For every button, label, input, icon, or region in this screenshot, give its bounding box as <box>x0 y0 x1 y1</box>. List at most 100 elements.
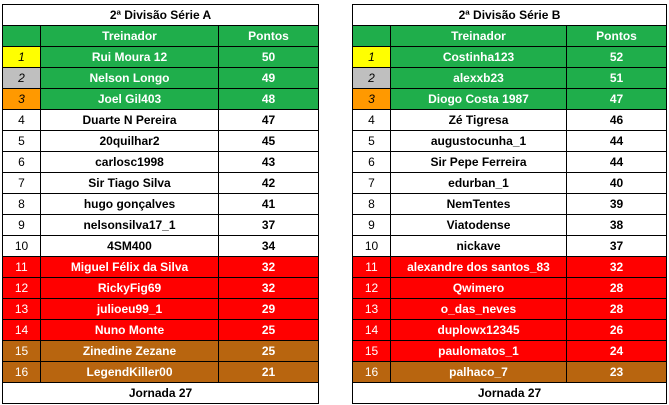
trainer-cell: Viatodense <box>390 214 567 236</box>
table-row: 12 RickyFig69 32 <box>2 277 320 299</box>
points-cell: 29 <box>217 298 320 320</box>
position-cell: 15 <box>352 340 391 362</box>
points-cell: 21 <box>217 361 320 383</box>
position-cell: 16 <box>352 361 391 383</box>
trainer-cell: Joel Gil403 <box>40 88 219 110</box>
table-row: 13 julioeu99_1 29 <box>2 298 320 320</box>
position-cell: 16 <box>2 361 41 383</box>
table-row: 14 duplowx12345 26 <box>352 319 668 341</box>
points-cell: 52 <box>565 46 668 68</box>
trainer-cell: alexxb23 <box>390 67 567 89</box>
trainer-cell: duplowx12345 <box>390 319 567 341</box>
points-cell: 48 <box>217 88 320 110</box>
table-row: 15 Zinedine Zezane 25 <box>2 340 320 362</box>
points-cell: 49 <box>217 67 320 89</box>
table-row: 10 nickave 37 <box>352 235 668 257</box>
trainer-cell: Zé Tigresa <box>390 109 567 131</box>
table-row: 16 LegendKiller00 21 <box>2 361 320 383</box>
trainer-cell: julioeu99_1 <box>40 298 219 320</box>
trainer-header: Treinador <box>40 25 219 47</box>
table-row: 11 Miguel Félix da Silva 32 <box>2 256 320 278</box>
table-row: 9 nelsonsilva17_1 37 <box>2 214 320 236</box>
table-row: 15 paulomatos_1 24 <box>352 340 668 362</box>
table-row: 4 Duarte N Pereira 47 <box>2 109 320 131</box>
table-row: 4 Zé Tigresa 46 <box>352 109 668 131</box>
points-cell: 42 <box>217 172 320 194</box>
trainer-cell: Costinha123 <box>390 46 567 68</box>
position-cell: 7 <box>352 172 391 194</box>
points-cell: 46 <box>565 109 668 131</box>
round-label: Jornada 27 <box>1 382 320 404</box>
position-cell: 1 <box>2 46 41 68</box>
trainer-cell: palhaco_7 <box>390 361 567 383</box>
position-cell: 11 <box>352 256 391 278</box>
points-cell: 44 <box>565 130 668 152</box>
position-cell: 12 <box>2 277 41 299</box>
position-cell: 1 <box>352 46 391 68</box>
points-cell: 41 <box>217 193 320 215</box>
points-cell: 45 <box>217 130 320 152</box>
points-cell: 24 <box>565 340 668 362</box>
trainer-cell: Diogo Costa 1987 <box>390 88 567 110</box>
position-cell: 7 <box>2 172 41 194</box>
position-cell: 15 <box>2 340 41 362</box>
table-row: 2 Nelson Longo 49 <box>2 67 320 89</box>
position-cell: 8 <box>352 193 391 215</box>
trainer-cell: augustocunha_1 <box>390 130 567 152</box>
trainer-cell: Rui Moura 12 <box>40 46 219 68</box>
points-cell: 37 <box>217 214 320 236</box>
position-cell: 5 <box>2 130 41 152</box>
trainer-cell: Qwimero <box>390 277 567 299</box>
table-row: 8 hugo gonçalves 41 <box>2 193 320 215</box>
position-header <box>352 25 391 47</box>
position-cell: 13 <box>352 298 391 320</box>
points-cell: 28 <box>565 298 668 320</box>
trainer-cell: Sir Tiago Silva <box>40 172 219 194</box>
table-row: 7 Sir Tiago Silva 42 <box>2 172 320 194</box>
position-cell: 6 <box>352 151 391 173</box>
table-row: 6 Sir Pepe Ferreira 44 <box>352 151 668 173</box>
points-cell: 38 <box>565 214 668 236</box>
points-cell: 47 <box>565 88 668 110</box>
trainer-cell: hugo gonçalves <box>40 193 219 215</box>
table-row: 5 20quilhar2 45 <box>2 130 320 152</box>
points-cell: 43 <box>217 151 320 173</box>
trainer-cell: Miguel Félix da Silva <box>40 256 219 278</box>
table-row: 3 Joel Gil403 48 <box>2 88 320 110</box>
table-row: 16 palhaco_7 23 <box>352 361 668 383</box>
position-cell: 6 <box>2 151 41 173</box>
table-row: 2 alexxb23 51 <box>352 67 668 89</box>
trainer-cell: paulomatos_1 <box>390 340 567 362</box>
position-cell: 4 <box>352 109 391 131</box>
points-cell: 39 <box>565 193 668 215</box>
points-cell: 44 <box>565 151 668 173</box>
table-row: 9 Viatodense 38 <box>352 214 668 236</box>
trainer-cell: Zinedine Zezane <box>40 340 219 362</box>
trainer-cell: o_das_neves <box>390 298 567 320</box>
trainer-cell: Duarte N Pereira <box>40 109 219 131</box>
points-cell: 50 <box>217 46 320 68</box>
position-cell: 2 <box>2 67 41 89</box>
position-cell: 10 <box>352 235 391 257</box>
table-row: 14 Nuno Monte 25 <box>2 319 320 341</box>
points-cell: 32 <box>565 256 668 278</box>
trainer-cell: alexandre dos santos_83 <box>390 256 567 278</box>
trainer-header: Treinador <box>390 25 567 47</box>
trainer-cell: nickave <box>390 235 567 257</box>
points-cell: 25 <box>217 319 320 341</box>
trainer-cell: Nelson Longo <box>40 67 219 89</box>
trainer-cell: Sir Pepe Ferreira <box>390 151 567 173</box>
points-cell: 26 <box>565 319 668 341</box>
table-row: 1 Rui Moura 12 50 <box>2 46 320 68</box>
position-cell: 10 <box>2 235 41 257</box>
points-cell: 47 <box>217 109 320 131</box>
trainer-cell: 4SM400 <box>40 235 219 257</box>
position-cell: 11 <box>2 256 41 278</box>
position-cell: 9 <box>2 214 41 236</box>
table-row: 13 o_das_neves 28 <box>352 298 668 320</box>
table-row: 1 Costinha123 52 <box>352 46 668 68</box>
points-cell: 34 <box>217 235 320 257</box>
position-cell: 14 <box>352 319 391 341</box>
position-cell: 3 <box>2 88 41 110</box>
position-cell: 5 <box>352 130 391 152</box>
